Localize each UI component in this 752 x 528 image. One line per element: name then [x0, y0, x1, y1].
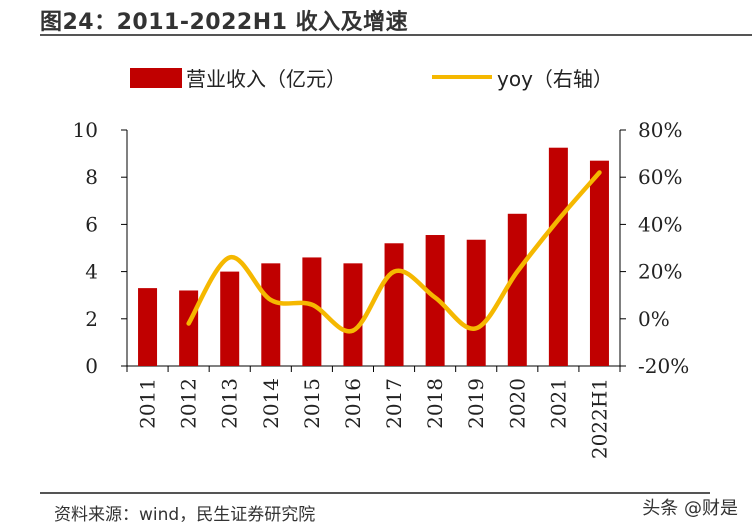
- right-tick-label: -20%: [638, 354, 689, 378]
- x-tick-label: 2012: [177, 378, 201, 429]
- chart-canvas: 营业收入（亿元） yoy（右轴） 0 2 4 6 8 10 -20% 0% 20% 40% 60% 8…: [73, 67, 690, 459]
- x-tick-label: 2017: [382, 378, 406, 429]
- right-tick-label: 80%: [638, 118, 682, 142]
- left-tick-label: 6: [85, 212, 98, 236]
- legend: 营业收入（亿元） yoy（右轴）: [130, 67, 613, 91]
- left-tick-label: 0: [85, 354, 98, 378]
- revenue-bar: [425, 235, 445, 366]
- revenue-bar: [220, 271, 240, 366]
- revenue-bar: [548, 147, 568, 366]
- x-tick-label: 2018: [423, 378, 447, 429]
- left-tick-label: 4: [85, 260, 98, 284]
- right-tick-label: 60%: [638, 165, 682, 189]
- x-tick-label: 2021: [546, 378, 570, 429]
- x-tick-label: 2013: [218, 378, 242, 429]
- yoy-line: [186, 170, 602, 334]
- revenue-bar: [466, 239, 486, 366]
- left-tick-label: 2: [85, 307, 98, 331]
- left-tick-label: 8: [85, 165, 98, 189]
- legend-bar-label: 营业收入（亿元）: [186, 67, 346, 91]
- top-rule: [40, 34, 752, 36]
- bottom-rule: [40, 492, 710, 494]
- right-tick-label: 40%: [638, 212, 682, 236]
- revenue-bar: [507, 213, 527, 366]
- revenue-bar: [261, 263, 281, 366]
- right-tick-label: 0%: [638, 307, 670, 331]
- watermark: 头条 @财是: [642, 498, 738, 519]
- x-tick-label: 2016: [341, 378, 365, 429]
- x-tick-label: 2014: [259, 378, 283, 429]
- plot-area: 0 2 4 6 8 10 -20% 0% 20% 40% 60% 80% 2011 2012 2013 201…: [73, 118, 690, 459]
- x-tick-label: 2019: [464, 378, 488, 429]
- revenue-bar: [302, 257, 322, 366]
- chart-title: 图24：2011-2022H1 收入及增速: [40, 10, 409, 35]
- x-tick-label: 2015: [300, 378, 324, 429]
- legend-line-label: yoy（右轴）: [497, 67, 613, 91]
- right-tick-label: 20%: [638, 260, 682, 284]
- revenue-bar: [384, 243, 404, 366]
- legend-bar-swatch: [130, 68, 182, 88]
- source-note: 资料来源：wind，民生证券研究院: [54, 505, 316, 525]
- revenue-bar: [138, 288, 158, 366]
- revenue-bar: [179, 290, 199, 366]
- left-tick-label: 10: [73, 118, 98, 142]
- x-tick-label: 2022H1: [587, 378, 611, 459]
- x-tick-label: 2020: [505, 378, 529, 429]
- revenue-bar: [343, 263, 363, 366]
- x-tick-label: 2011: [136, 378, 160, 429]
- revenue-bar: [589, 160, 609, 366]
